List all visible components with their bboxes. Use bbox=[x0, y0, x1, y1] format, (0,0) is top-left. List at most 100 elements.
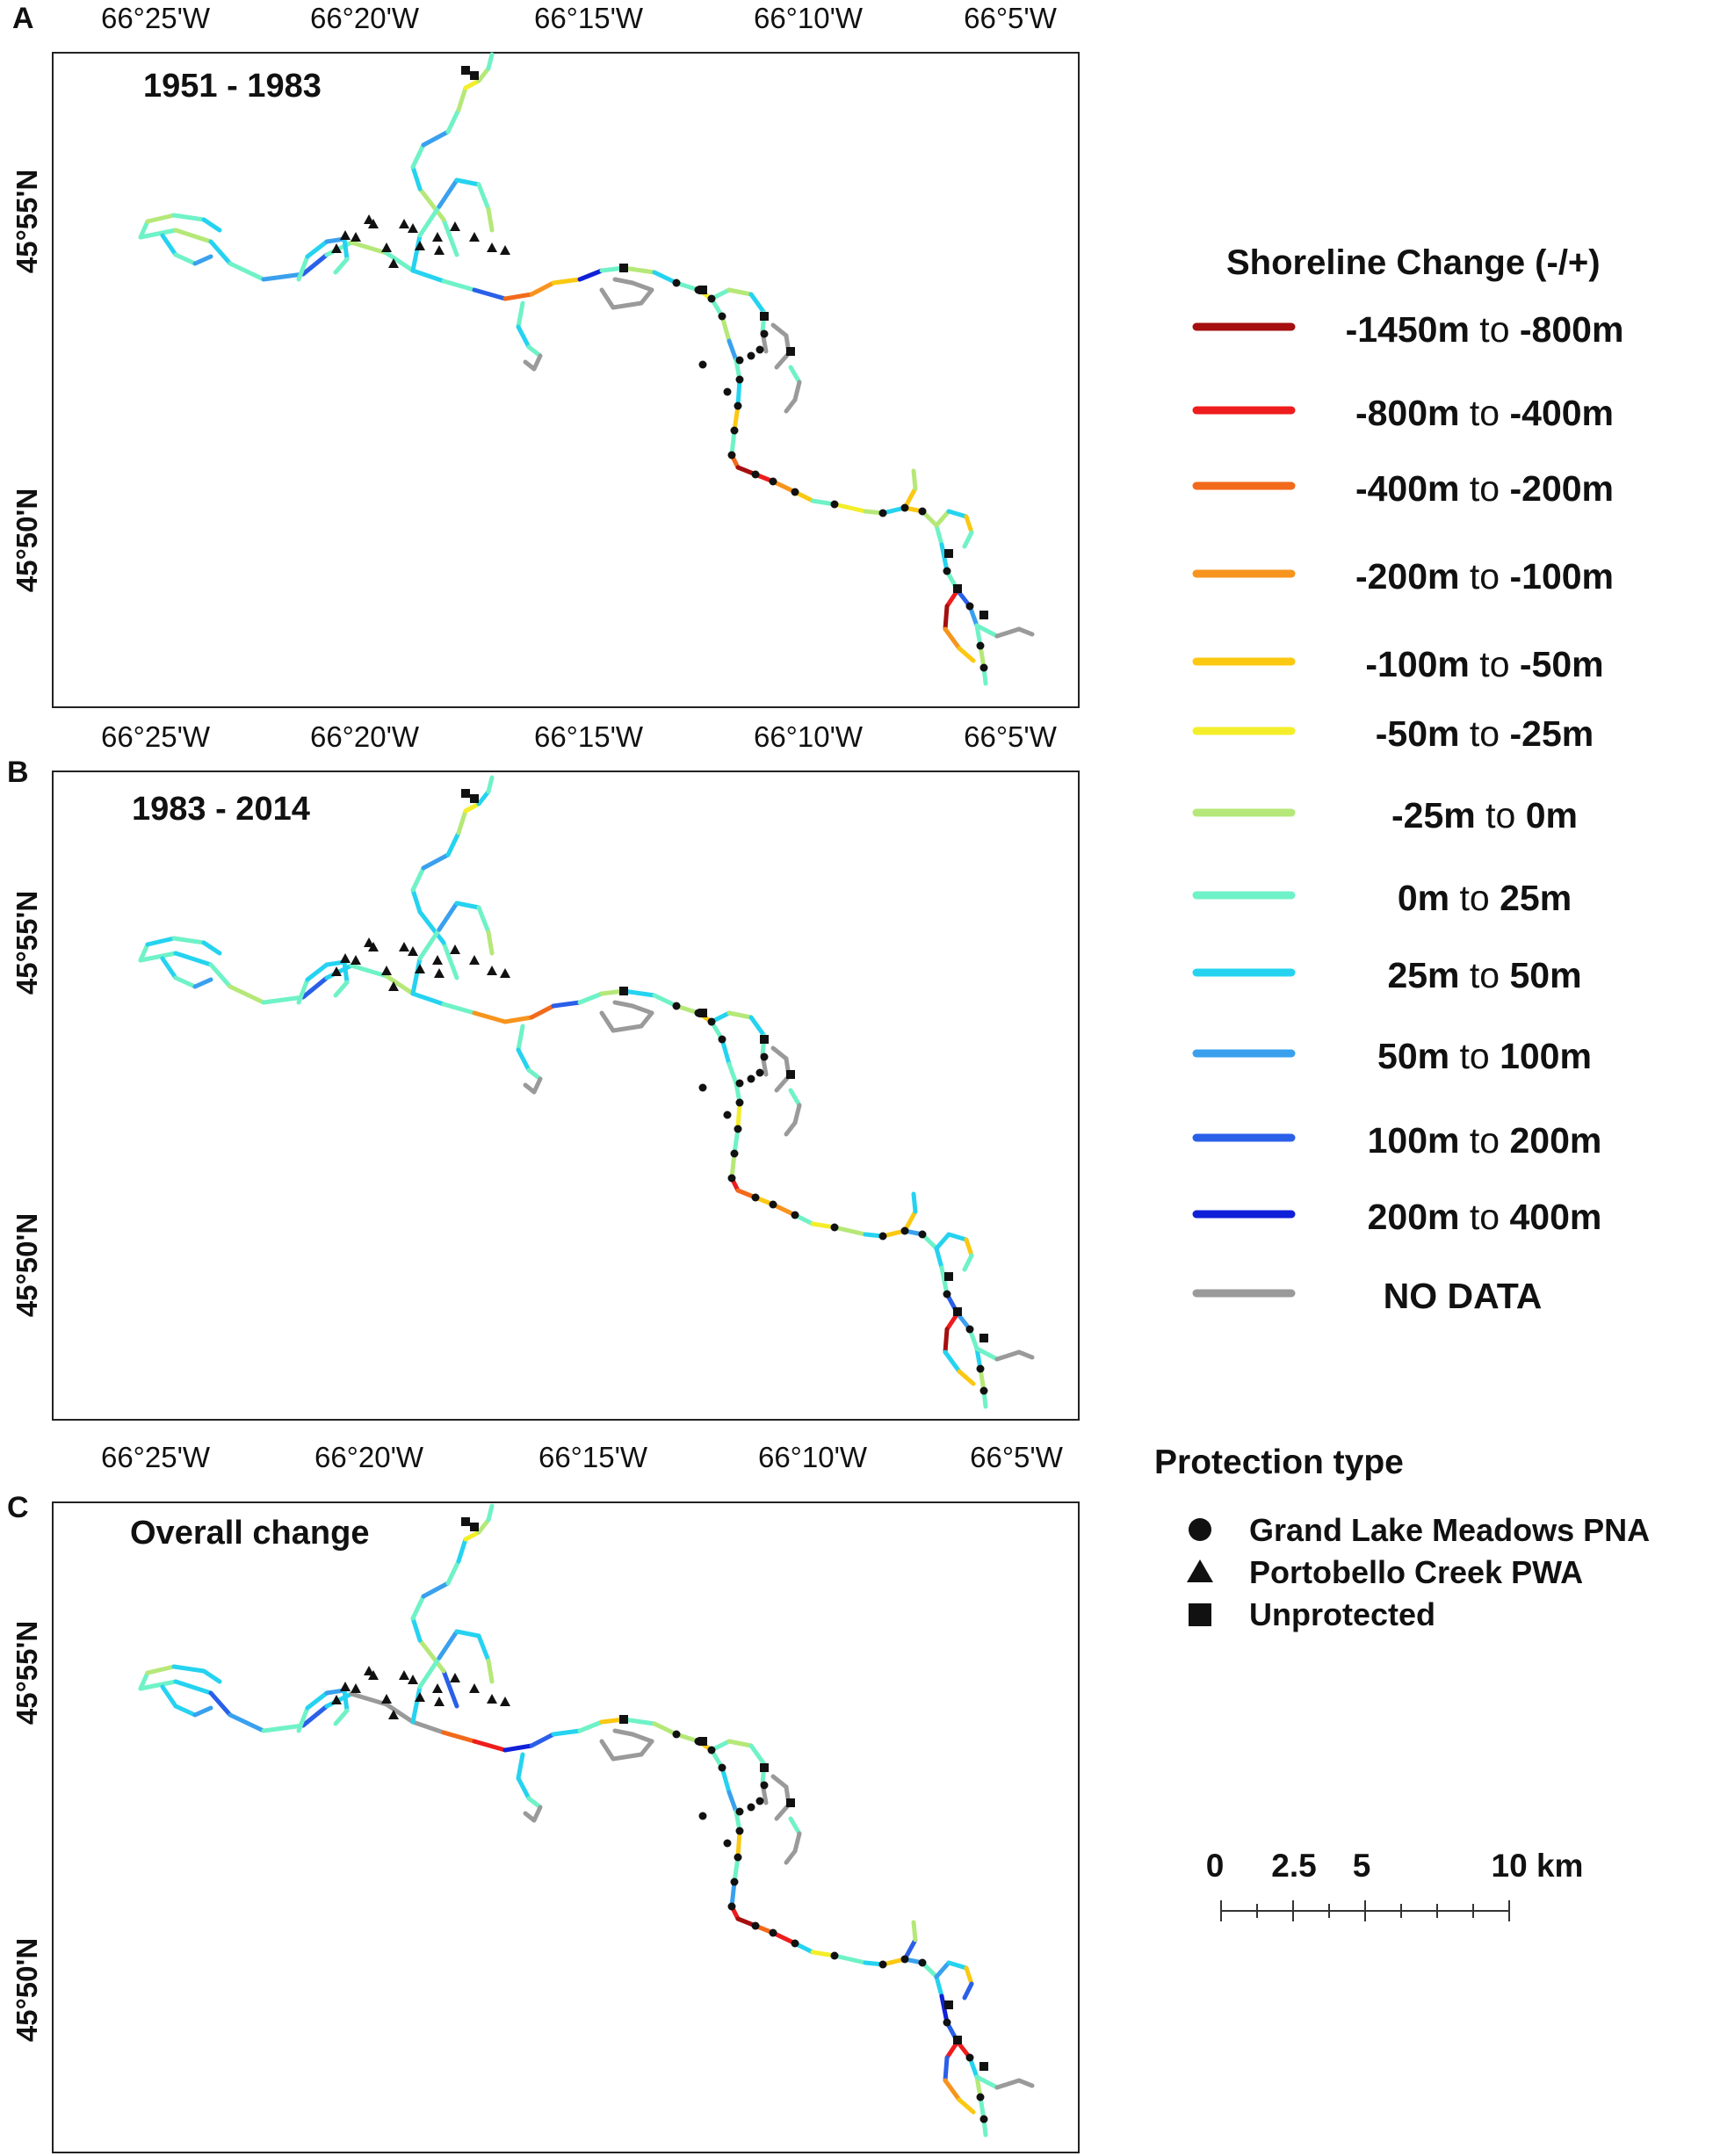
shoreline-segment bbox=[410, 142, 426, 170]
shoreline-segment bbox=[729, 428, 737, 458]
shoreline-segment bbox=[305, 239, 329, 259]
shoreline-segment bbox=[964, 1237, 974, 1258]
shoreline-segment bbox=[138, 942, 150, 963]
shoreline-segment bbox=[962, 1253, 974, 1272]
protection-marker-circle bbox=[918, 1230, 927, 1239]
protection-marker-circle bbox=[707, 294, 716, 303]
shoreline-segment bbox=[784, 397, 798, 414]
lon-tick-label: 66°20'W bbox=[310, 2, 420, 34]
protection-marker-circle bbox=[727, 1174, 736, 1183]
shoreline-segment bbox=[201, 1668, 222, 1684]
shoreline-segment bbox=[934, 1960, 951, 1979]
protection-marker-circle bbox=[735, 1079, 744, 1088]
protection-marker-circle bbox=[723, 1111, 732, 1119]
shoreline-segment bbox=[946, 1960, 969, 1971]
protection-marker-square bbox=[698, 1009, 707, 1017]
protection-marker-circle bbox=[760, 329, 769, 338]
protection-marker-circle bbox=[727, 451, 736, 459]
protection-title: Protection type bbox=[1154, 1443, 1404, 1481]
scale-label: 2.5 bbox=[1271, 1848, 1316, 1884]
shoreline-segment bbox=[410, 991, 446, 1007]
legend-item-label: -800m to -400m bbox=[1355, 393, 1614, 433]
shoreline-segment bbox=[305, 962, 329, 982]
protection-legend: Protection type Grand Lake Meadows PNA P… bbox=[1154, 1443, 1650, 1632]
protection-marker-circle bbox=[672, 1002, 681, 1010]
shoreline-segment bbox=[201, 940, 222, 956]
shoreline-segment bbox=[472, 1010, 508, 1024]
shoreline-segment bbox=[526, 1067, 543, 1082]
protection-marker-circle bbox=[791, 488, 799, 496]
protection-marker-circle bbox=[747, 1803, 755, 1812]
shoreline-segment bbox=[612, 277, 635, 286]
shoreline-segment bbox=[486, 206, 495, 233]
bottom-longitude-labels: 66°25'W 66°20'W 66°15'W 66°10'W 66°5'W bbox=[101, 720, 1058, 753]
shoreline-segment bbox=[192, 1705, 213, 1718]
shoreline-segment bbox=[612, 1728, 635, 1737]
shoreline-segment bbox=[652, 993, 679, 1009]
protection-marker-square bbox=[619, 1715, 628, 1724]
protection-marker-square bbox=[698, 286, 707, 294]
shoreline-segment bbox=[410, 1719, 446, 1735]
shoreline-segment bbox=[456, 808, 468, 836]
protection-marker-circle bbox=[718, 312, 726, 321]
shoreline-segment bbox=[138, 219, 150, 240]
protection-marker-circle bbox=[755, 1068, 764, 1077]
shoreline-segment bbox=[652, 270, 679, 286]
map-frame bbox=[52, 771, 1080, 1421]
shoreline-segment bbox=[934, 1232, 951, 1251]
square-symbol-icon bbox=[1189, 1603, 1211, 1626]
shoreline-segment bbox=[171, 1664, 206, 1674]
protection-marker-square bbox=[461, 66, 470, 75]
shoreline-segment bbox=[832, 502, 868, 514]
protection-marker-circle bbox=[979, 1386, 988, 1395]
legend-item-label: -200m to -100m bbox=[1355, 556, 1614, 597]
protection-marker-triangle bbox=[331, 243, 342, 253]
shoreline-segment bbox=[719, 1037, 732, 1067]
protection-marker-circle bbox=[735, 1098, 744, 1107]
lat-tick-label: 45°50'N bbox=[11, 1213, 43, 1317]
shoreline-segment bbox=[639, 1739, 654, 1757]
protection-marker-circle bbox=[698, 1812, 707, 1820]
shoreline-segment bbox=[957, 2097, 976, 2115]
protection-marker-triangle bbox=[450, 221, 460, 231]
protection-label: Grand Lake Meadows PNA bbox=[1249, 1512, 1650, 1548]
protection-marker-circle bbox=[747, 351, 755, 360]
shoreline-segment bbox=[472, 1739, 508, 1753]
shoreline-segment bbox=[788, 1816, 802, 1836]
shoreline-segment bbox=[957, 1369, 976, 1386]
shoreline-segment bbox=[943, 1327, 950, 1355]
shoreline-segment bbox=[732, 1855, 741, 1885]
shoreline-segment bbox=[456, 85, 468, 112]
protection-label: Unprotected bbox=[1249, 1596, 1435, 1632]
shoreline-segment bbox=[1016, 2078, 1035, 2088]
protection-marker-triangle bbox=[450, 944, 460, 954]
shoreline-segment bbox=[486, 775, 495, 794]
shoreline-segment bbox=[621, 265, 657, 275]
protection-marker-square bbox=[944, 1272, 953, 1281]
protection-marker-square bbox=[619, 987, 628, 995]
lon-tick-label: 66°5'W bbox=[970, 1441, 1064, 1473]
protection-marker-circle bbox=[730, 1149, 739, 1158]
shoreline-segment bbox=[526, 1796, 543, 1810]
shoreline-segment bbox=[943, 2078, 962, 2102]
shoreline-segment bbox=[551, 277, 582, 286]
protection-marker-circle bbox=[976, 2093, 985, 2102]
shoreline-segment bbox=[296, 977, 310, 1005]
protection-marker-circle bbox=[979, 663, 988, 672]
protection-marker-square bbox=[979, 1334, 988, 1342]
legend-item-label: -400m to -200m bbox=[1355, 468, 1614, 509]
shoreline-segment bbox=[943, 626, 962, 651]
shoreline-segment bbox=[305, 1690, 329, 1711]
scale-bar: 0 2.5 5 10 km bbox=[1206, 1848, 1583, 1921]
shoreline-segment bbox=[445, 830, 461, 857]
lon-tick-label: 66°10'W bbox=[758, 1441, 868, 1473]
shoreline-segment bbox=[410, 164, 423, 192]
shoreline-map bbox=[138, 775, 1035, 1409]
shoreline-segment bbox=[726, 1790, 739, 1814]
shoreline-segment bbox=[792, 380, 802, 402]
period-title: 1951 - 1983 bbox=[143, 68, 322, 105]
shoreline-segment bbox=[192, 977, 213, 989]
protection-marker-circle bbox=[760, 1781, 769, 1790]
shoreline-segment bbox=[994, 1349, 1022, 1362]
shoreline-segment bbox=[599, 1010, 616, 1033]
